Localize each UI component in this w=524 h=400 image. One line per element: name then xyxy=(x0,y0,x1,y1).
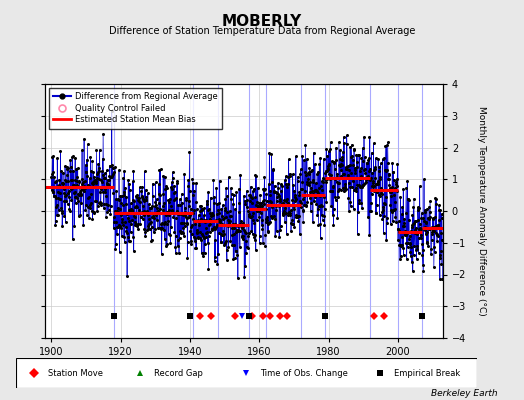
Text: Time of Obs. Change: Time of Obs. Change xyxy=(260,368,348,378)
Text: Empirical Break: Empirical Break xyxy=(394,368,460,378)
Legend: Difference from Regional Average, Quality Control Failed, Estimated Station Mean: Difference from Regional Average, Qualit… xyxy=(49,88,222,128)
Y-axis label: Monthly Temperature Anomaly Difference (°C): Monthly Temperature Anomaly Difference (… xyxy=(477,106,486,316)
Text: Record Gap: Record Gap xyxy=(154,368,203,378)
Text: Station Move: Station Move xyxy=(48,368,103,378)
Text: Berkeley Earth: Berkeley Earth xyxy=(431,389,498,398)
Text: MOBERLY: MOBERLY xyxy=(222,14,302,29)
Text: Difference of Station Temperature Data from Regional Average: Difference of Station Temperature Data f… xyxy=(109,26,415,36)
